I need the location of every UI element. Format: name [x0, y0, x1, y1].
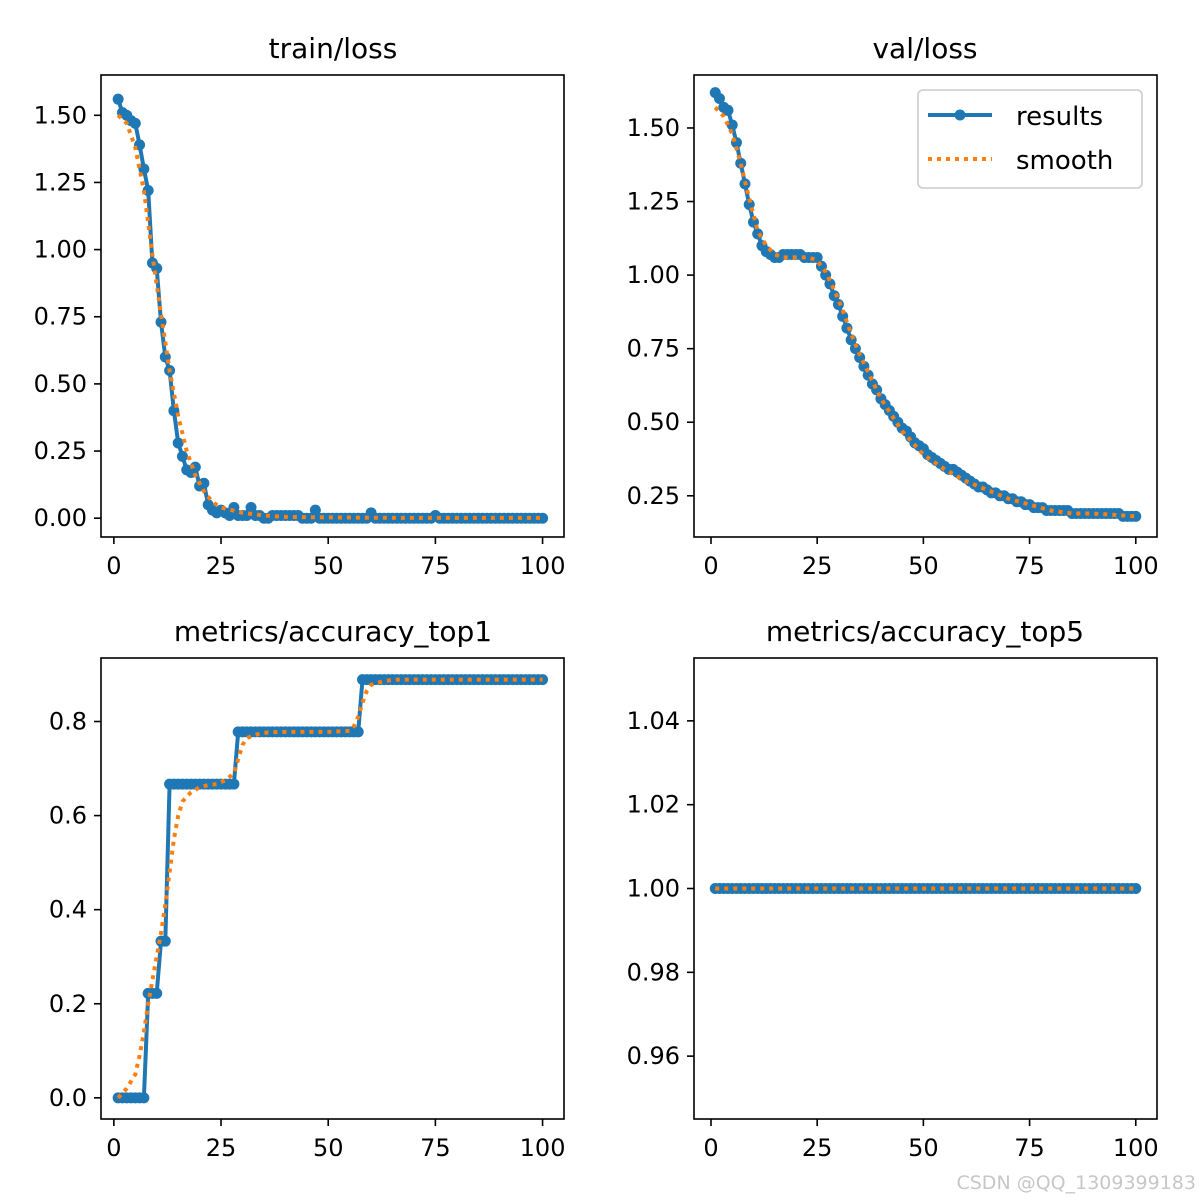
x-tick-label: 25	[802, 552, 833, 580]
panel-accuracy-top1: metrics/accuracy_top1 0 25 50 75 100 0.0 0.2 0…	[49, 615, 566, 1162]
y-tick-label: 1.25	[627, 188, 680, 216]
x-tick-label: 0	[703, 552, 718, 580]
data-point-results	[854, 351, 866, 363]
x-tick-label: 100	[520, 552, 566, 580]
y-tick-label: 1.00	[627, 875, 680, 903]
x-tick-label: 75	[1014, 552, 1045, 580]
data-point-results	[735, 157, 747, 169]
series-line-smooth	[116, 113, 543, 520]
panel-train-loss: train/loss 0 25 50 75 100 0.00 0.25 0.50 0.75 1.…	[34, 32, 566, 580]
y-tick-label: 0.50	[34, 370, 87, 398]
legend: results smooth	[917, 89, 1143, 189]
data-point-results	[112, 93, 124, 105]
x-tick-label: 0	[106, 1134, 121, 1162]
data-point-results	[138, 1092, 150, 1104]
x-tick-label: 0	[106, 552, 121, 580]
data-point-results	[176, 450, 188, 462]
panel-title: metrics/accuracy_top5	[766, 615, 1084, 648]
data-point-results	[811, 251, 823, 263]
data-point-results	[726, 119, 738, 131]
watermark-text: CSDN @QQ_1309399183	[956, 1172, 1196, 1194]
data-point-results	[159, 935, 171, 947]
x-tick-label: 100	[1113, 552, 1159, 580]
panel-val-loss: val/loss 0 25 50 75 100 0.25 0.50 0.75 1.00 1.25…	[627, 32, 1159, 580]
y-tick-label: 1.50	[627, 114, 680, 142]
plot-area-frame	[100, 657, 565, 1120]
y-tick-label: 1.50	[34, 101, 87, 129]
y-tick-label: 1.04	[627, 707, 680, 735]
x-tick-label: 100	[520, 1134, 566, 1162]
y-tick-label: 0.96	[627, 1042, 680, 1070]
y-tick-label: 1.02	[627, 791, 680, 819]
y-tick-label: 0.4	[49, 896, 87, 924]
x-tick-label: 50	[313, 552, 344, 580]
y-tick-label: 0.50	[627, 408, 680, 436]
x-tick-label: 25	[206, 1134, 237, 1162]
y-tick-label: 0.6	[49, 802, 87, 830]
data-point-results	[172, 437, 184, 449]
x-tick-label: 0	[703, 1134, 718, 1162]
y-tick-label: 0.0	[49, 1084, 87, 1112]
y-tick-label: 0.75	[34, 303, 87, 331]
data-point-results	[151, 987, 163, 999]
y-tick-label: 0.00	[34, 504, 87, 532]
x-tick-label: 100	[1113, 1134, 1159, 1162]
data-point-results	[537, 512, 549, 524]
x-tick-label: 25	[802, 1134, 833, 1162]
legend-smooth-label: smooth	[1016, 146, 1113, 176]
x-tick-label: 75	[420, 1134, 451, 1162]
y-tick-label: 0.98	[627, 958, 680, 986]
y-tick-label: 0.75	[627, 335, 680, 363]
data-point-results	[224, 510, 236, 522]
data-point-results	[129, 117, 141, 129]
y-tick-label: 1.00	[627, 261, 680, 289]
plot-area-frame	[693, 74, 1158, 538]
y-tick-label: 0.25	[34, 437, 87, 465]
x-tick-label: 50	[313, 1134, 344, 1162]
y-tick-label: 0.25	[627, 482, 680, 510]
y-tick-label: 0.8	[49, 708, 87, 736]
series-line-smooth	[116, 677, 543, 1100]
data-point-results	[1130, 883, 1142, 894]
data-point-results	[352, 726, 364, 738]
data-point-results	[1130, 510, 1142, 522]
panel-title: metrics/accuracy_top1	[174, 615, 492, 648]
data-point-results	[198, 477, 210, 489]
legend-results-label: results	[1016, 102, 1103, 132]
legend-results-marker	[954, 109, 966, 121]
x-tick-label: 75	[1014, 1134, 1045, 1162]
x-tick-label: 50	[908, 552, 939, 580]
plot-area-frame	[693, 657, 1158, 1120]
data-point-results	[713, 93, 725, 105]
series-line-smooth	[713, 106, 1136, 519]
panel-accuracy-top5: metrics/accuracy_top5 0 25 50 75 100 0.96 0.9…	[627, 615, 1159, 1162]
panel-title: train/loss	[269, 32, 398, 65]
data-point-results	[228, 778, 240, 790]
y-tick-label: 1.25	[34, 168, 87, 196]
y-tick-label: 1.00	[34, 236, 87, 264]
data-point-results	[722, 104, 734, 116]
x-tick-label: 25	[206, 552, 237, 580]
y-tick-label: 0.2	[49, 990, 87, 1018]
data-point-results	[245, 501, 257, 513]
x-tick-label: 75	[420, 552, 451, 580]
data-point-results	[309, 504, 321, 516]
data-point-results	[138, 163, 150, 175]
panel-title: val/loss	[872, 32, 977, 65]
plot-area-frame	[100, 74, 565, 538]
x-tick-label: 50	[908, 1134, 939, 1162]
